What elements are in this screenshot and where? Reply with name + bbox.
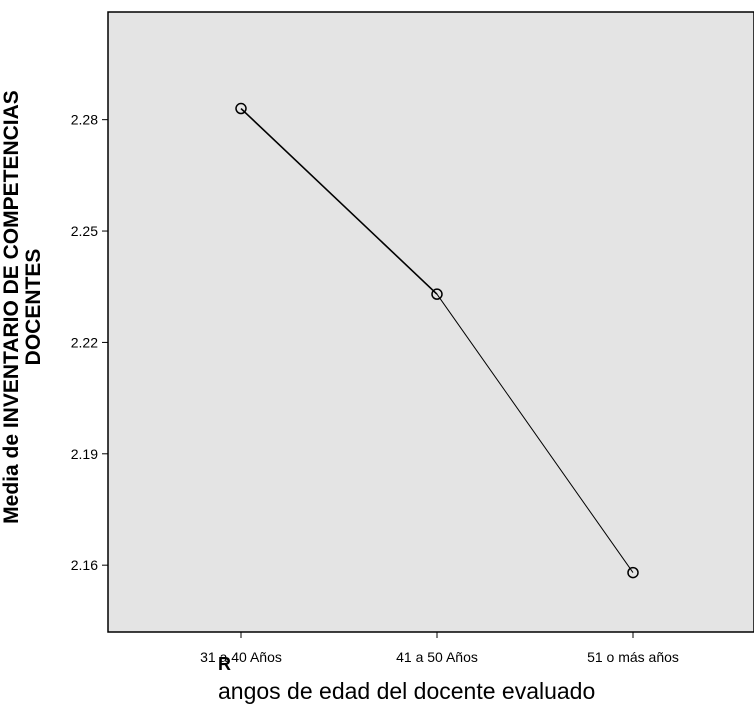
y-axis: 2.16 2.19 2.22 2.25 2.28 [71,112,108,573]
x-axis-title: angos de edad del docente evaluado [218,678,596,704]
plot-area [107,11,754,633]
y-axis-title-line-2: DOCENTES [22,248,45,366]
series-line-segment [240,107,438,295]
y-tick-label: 2.28 [71,112,98,128]
data-point [627,566,639,579]
x-tick-label: 51 o más años [587,649,679,665]
y-tick-label: 2.19 [71,446,98,462]
x-axis-title-fragment: R [218,654,231,674]
data-point [431,288,443,300]
x-axis: 31 a 40 Años 41 a 50 Años 51 o más años [200,632,679,665]
data-point [235,102,247,115]
y-tick-label: 2.16 [71,557,98,573]
x-tick-label: 41 a 50 Años [396,649,478,665]
series-line-segment [436,293,634,573]
y-axis-title: Media de INVENTARIO DE COMPETENCIAS DOCE… [0,0,45,617]
x-tick-label: 31 a 40 Años [200,649,282,665]
series [235,102,639,579]
y-axis-title-line-1: Media de INVENTARIO DE COMPETENCIAS [0,90,23,524]
y-tick-label: 2.25 [71,223,98,239]
y-tick-label: 2.22 [71,334,98,350]
